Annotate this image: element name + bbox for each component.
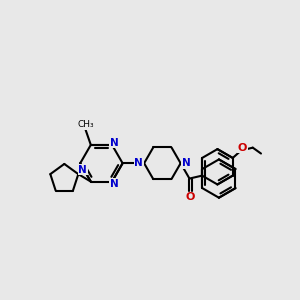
Text: N: N: [110, 179, 119, 189]
Text: CH₃: CH₃: [77, 120, 94, 129]
Text: N: N: [134, 158, 143, 168]
Text: N: N: [110, 137, 119, 148]
Text: N: N: [182, 158, 190, 168]
Text: O: O: [186, 192, 195, 203]
Text: N: N: [78, 165, 87, 175]
Text: O: O: [238, 142, 247, 153]
